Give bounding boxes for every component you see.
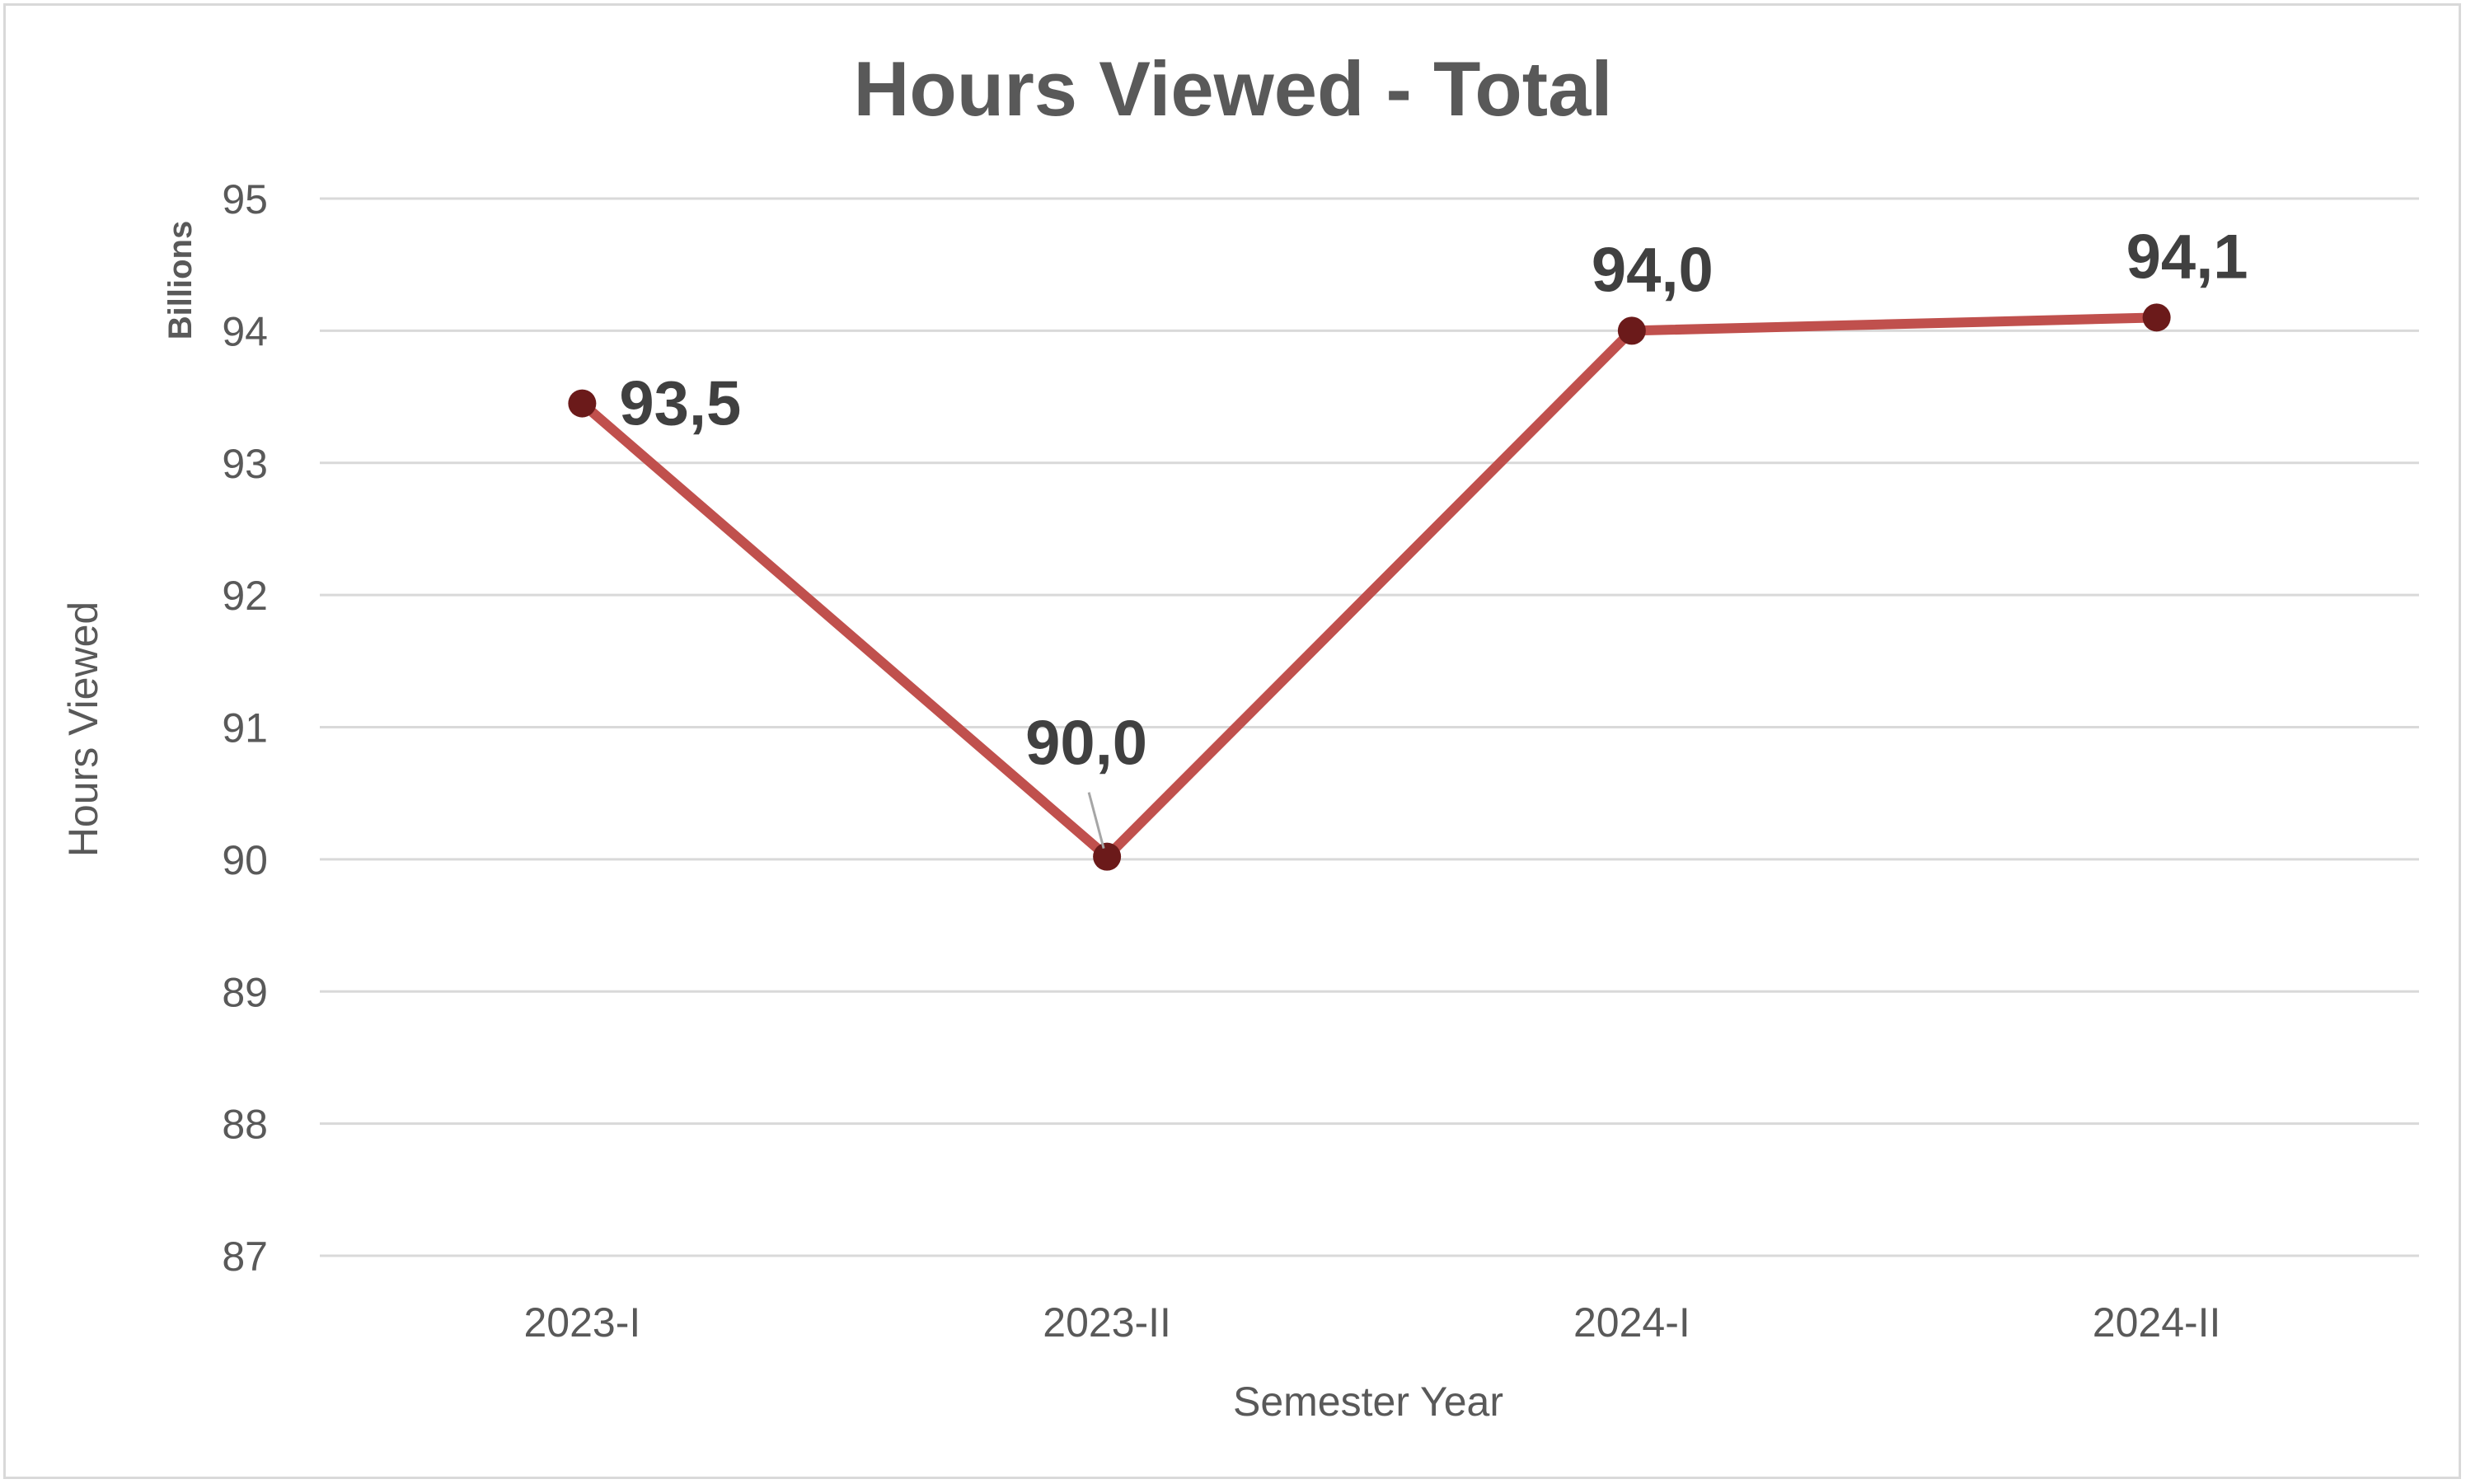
data-label: 94,1	[2126, 222, 2248, 292]
y-tick-label: 92	[222, 573, 268, 619]
data-label: 90,0	[1025, 709, 1147, 779]
data-point	[1093, 842, 1122, 871]
y-tick-label: 87	[222, 1234, 268, 1280]
series-line-layer	[568, 303, 2171, 871]
data-labels: 93,5 90,0 94,0 94,1	[619, 222, 2248, 850]
y-tick-label: 89	[222, 969, 268, 1015]
chart-title: Hours Viewed - Total	[854, 45, 1613, 132]
y-axis-label: Hours Viewed	[60, 602, 106, 857]
y-tick-label: 90	[222, 837, 268, 883]
x-axis-label: Semester Year	[1233, 1379, 1503, 1425]
data-point	[2142, 303, 2171, 332]
y-axis-units-label: Billions	[162, 221, 199, 339]
x-tick-label: 2023-I	[523, 1299, 640, 1346]
x-tick-label: 2024-II	[2093, 1299, 2221, 1346]
series-line	[577, 312, 2162, 862]
chart-frame	[3, 3, 2461, 1479]
y-axis-ticks: 87 88 89 90 91 92 93 94 95	[222, 176, 268, 1280]
y-tick-label: 94	[222, 308, 268, 354]
x-tick-label: 2023-II	[1043, 1299, 1171, 1346]
y-tick-label: 93	[222, 441, 268, 487]
y-tick-label: 95	[222, 176, 268, 222]
data-point	[1617, 316, 1646, 345]
data-label: 93,5	[619, 369, 741, 439]
x-axis-ticks: 2023-I 2023-II 2024-I 2024-II	[523, 1299, 2220, 1346]
gridlines	[320, 197, 2419, 1257]
data-label-leader-line	[1087, 792, 1105, 850]
y-tick-label: 88	[222, 1102, 268, 1148]
data-point	[568, 389, 597, 418]
data-label: 94,0	[1592, 235, 1714, 305]
y-tick-label: 91	[222, 705, 268, 751]
x-tick-label: 2024-I	[1573, 1299, 1690, 1346]
